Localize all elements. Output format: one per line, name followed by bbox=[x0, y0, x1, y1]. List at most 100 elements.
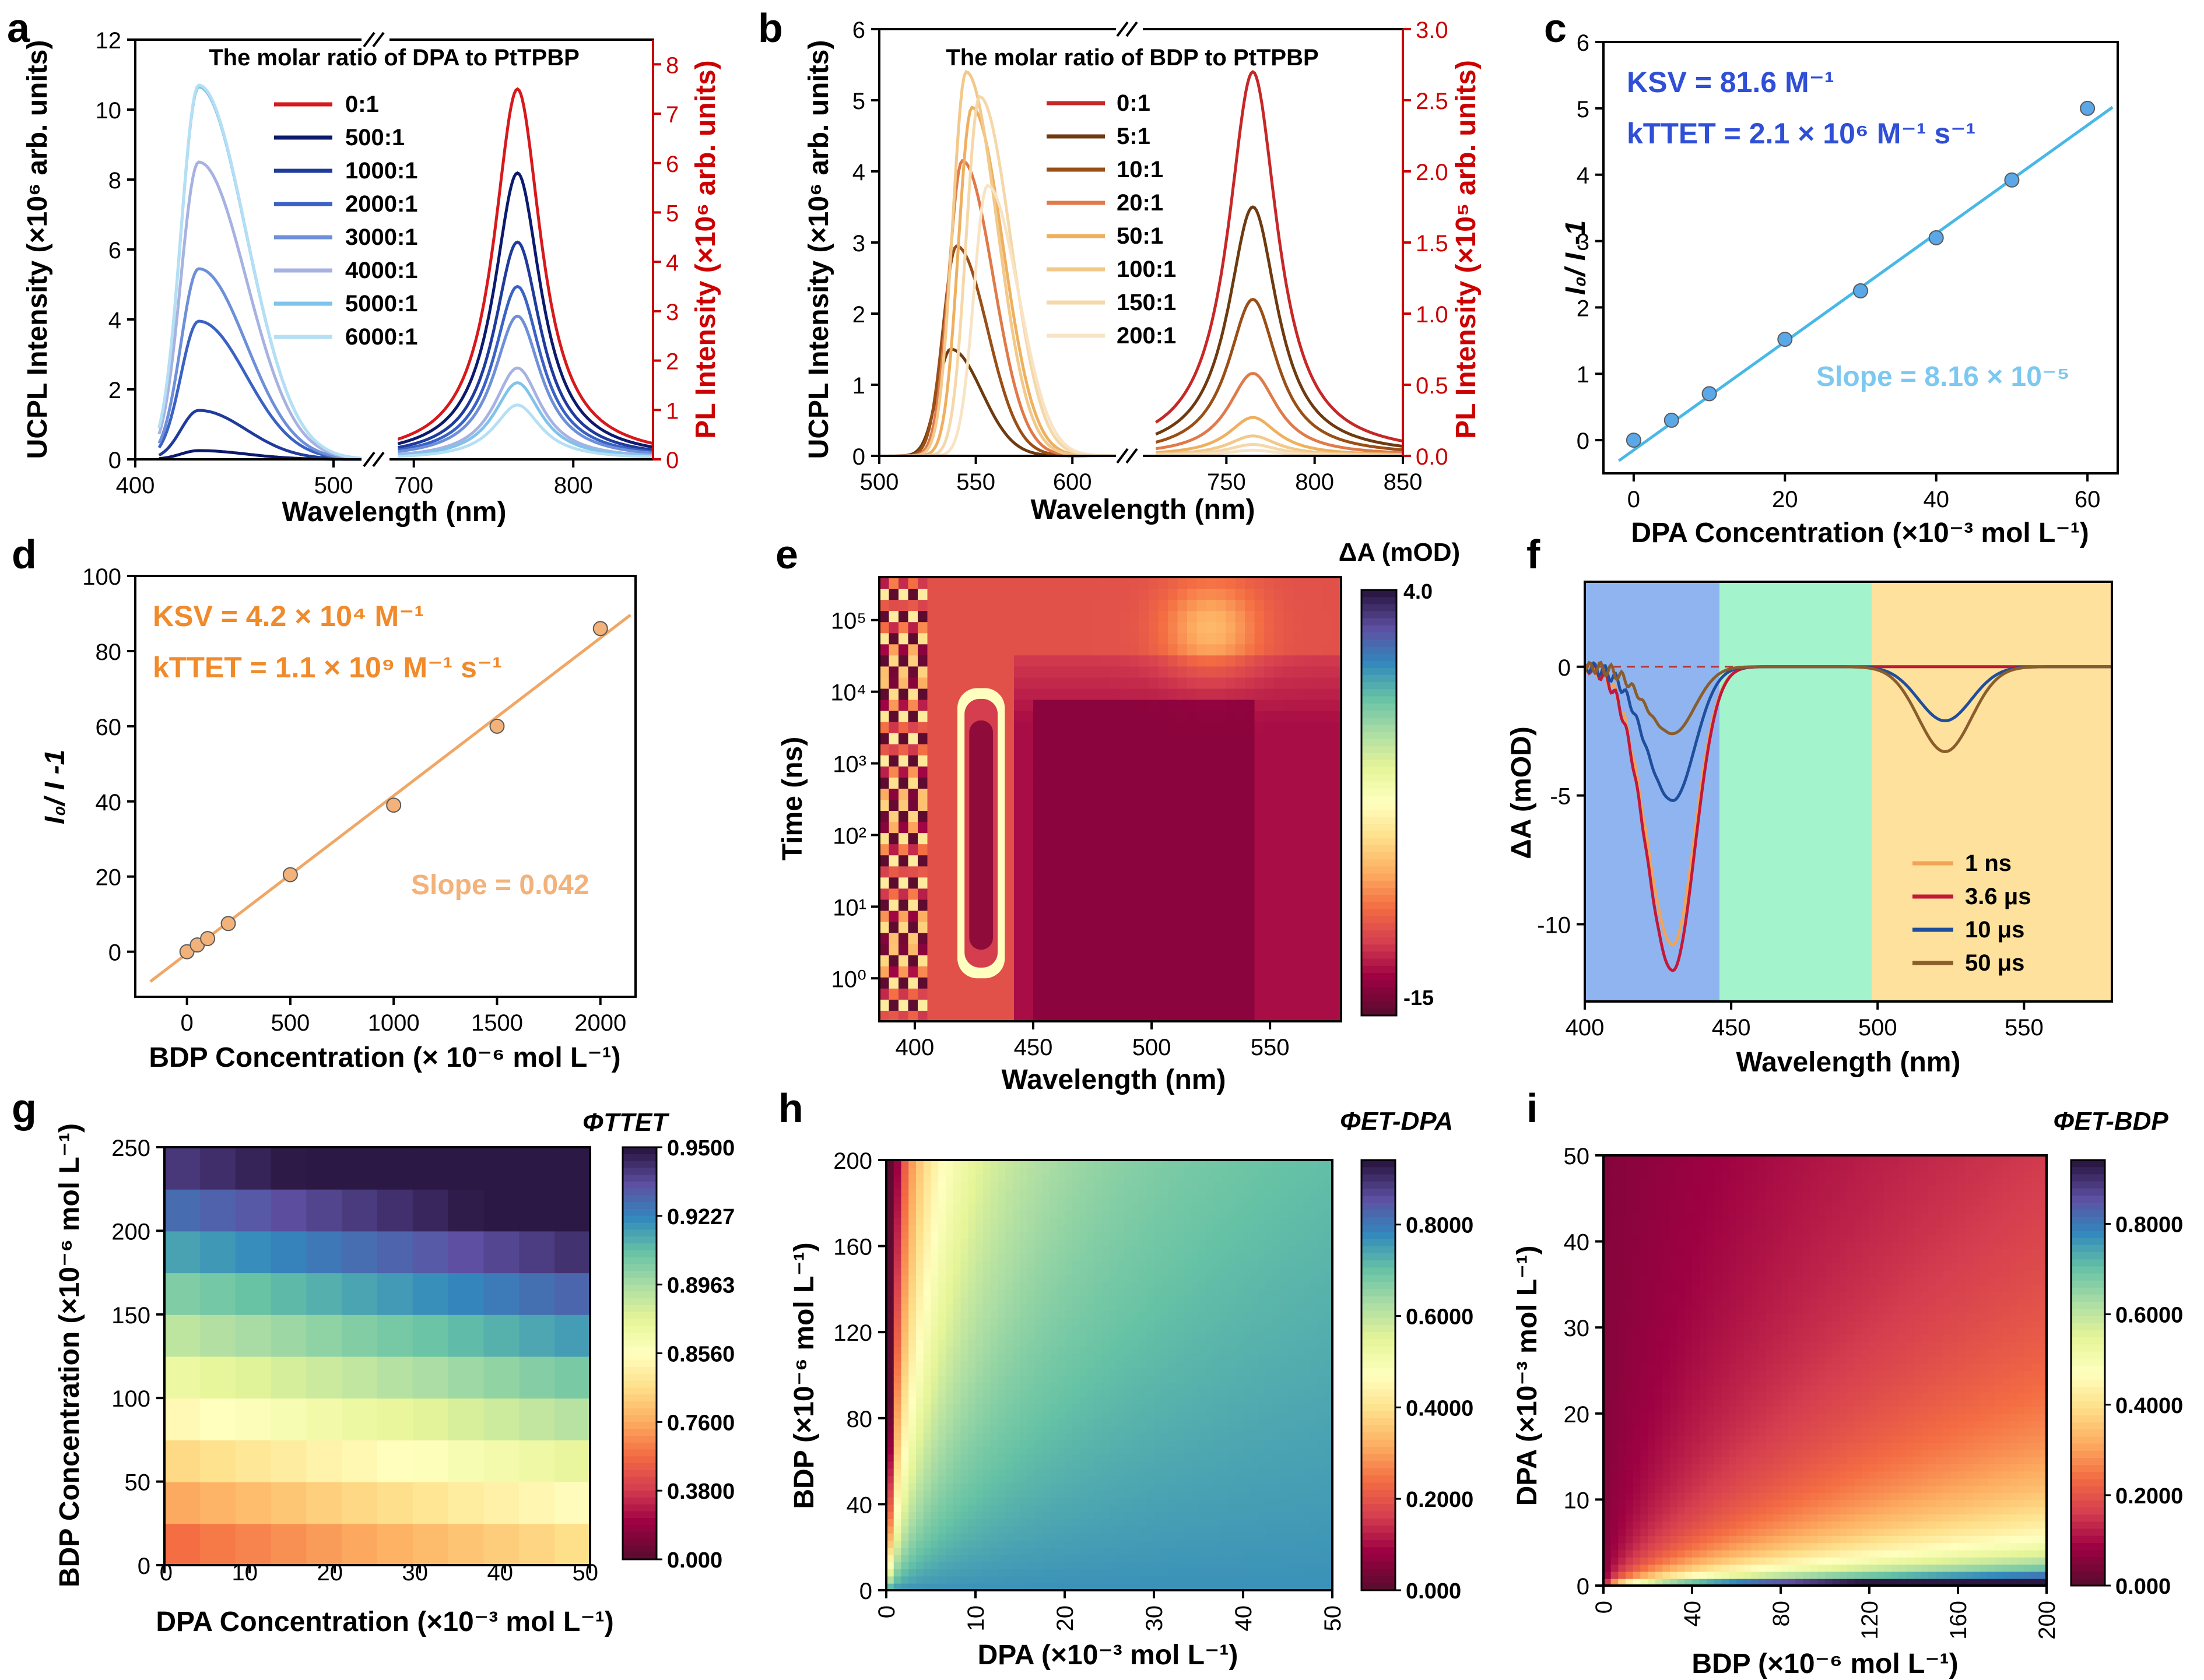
heatmap-cell bbox=[968, 1267, 976, 1275]
heatmap-cell bbox=[938, 1461, 946, 1469]
colorbar-step bbox=[1361, 774, 1396, 782]
heatmap-cell bbox=[901, 1282, 910, 1290]
heatmap-cell bbox=[1101, 1296, 1110, 1304]
heatmap-cell bbox=[1014, 910, 1024, 922]
colorbar-step bbox=[623, 1271, 657, 1278]
heatmap-cell bbox=[946, 1540, 954, 1548]
heatmap-cell bbox=[908, 1368, 917, 1376]
heatmap-cell bbox=[1065, 1461, 1073, 1469]
heatmap-cell bbox=[889, 1010, 899, 1022]
heatmap-cell bbox=[927, 765, 938, 778]
heatmap-cell bbox=[1139, 1511, 1147, 1519]
legend-label: 20:1 bbox=[1117, 190, 1163, 216]
heatmap-cell bbox=[886, 1346, 894, 1355]
heatmap-cell bbox=[1235, 666, 1245, 678]
heatmap-cell bbox=[931, 1289, 939, 1297]
heatmap-cell bbox=[1322, 799, 1332, 811]
heatmap-cell bbox=[893, 1447, 902, 1455]
colorbar-step bbox=[623, 1236, 657, 1244]
heatmap-cell bbox=[1139, 1339, 1147, 1347]
heatmap-cell bbox=[1149, 710, 1159, 722]
heatmap-cell bbox=[990, 1253, 999, 1261]
heatmap-cell bbox=[1139, 866, 1149, 878]
heatmap-cell bbox=[1139, 810, 1149, 823]
heatmap-cell bbox=[1042, 1296, 1051, 1304]
heatmap-cell bbox=[1154, 1447, 1162, 1455]
heatmap-cell bbox=[1235, 932, 1245, 944]
heatmap-cell bbox=[946, 877, 957, 889]
colorbar-step bbox=[623, 1305, 657, 1313]
heatmap-cell bbox=[908, 1475, 917, 1484]
heatmap-cell bbox=[1264, 588, 1275, 600]
heatmap-cell bbox=[938, 1554, 946, 1562]
heatmap-cell bbox=[998, 1253, 1006, 1261]
heatmap-cell bbox=[1072, 1482, 1080, 1491]
heatmap-cell bbox=[1033, 987, 1044, 1000]
heatmap-cell bbox=[1226, 821, 1236, 834]
heatmap-cell bbox=[1079, 1260, 1088, 1268]
heatmap-cell bbox=[1146, 1189, 1154, 1197]
heatmap-cell bbox=[1154, 1569, 1162, 1577]
heatmap-cell bbox=[1072, 1289, 1080, 1297]
heatmap-cell bbox=[1023, 954, 1034, 966]
heatmap-cell bbox=[953, 1468, 961, 1477]
heatmap-cell bbox=[1216, 743, 1226, 755]
heatmap-cell bbox=[1303, 965, 1313, 978]
heatmap-cell bbox=[1101, 1267, 1110, 1275]
heatmap-cell bbox=[1312, 987, 1322, 1000]
y-tick-label: 3 bbox=[1577, 230, 1589, 255]
heatmap-cell bbox=[1168, 1368, 1177, 1376]
heatmap-cell bbox=[1005, 1454, 1013, 1462]
heatmap-cell bbox=[1033, 677, 1044, 689]
x-tick-label: 600 bbox=[1053, 469, 1092, 495]
heatmap-cell bbox=[1168, 987, 1178, 1000]
heatmap-cell bbox=[918, 855, 928, 867]
heatmap-cell bbox=[1168, 976, 1178, 989]
heatmap-cell bbox=[1161, 1511, 1170, 1519]
heatmap-cell bbox=[1139, 1432, 1147, 1440]
heatmap-cell bbox=[1154, 1181, 1162, 1190]
heatmap-cell bbox=[908, 1533, 917, 1541]
heatmap-cell bbox=[1206, 732, 1217, 744]
heatmap-cell bbox=[908, 1167, 917, 1175]
heatmap-cell bbox=[1184, 1489, 1192, 1498]
heatmap-cell bbox=[1094, 1232, 1103, 1240]
heatmap-cell bbox=[990, 1425, 999, 1433]
heatmap-cell bbox=[271, 1398, 307, 1440]
heatmap-cell bbox=[908, 1274, 917, 1283]
heatmap-cell bbox=[1014, 710, 1024, 722]
heatmap-cell bbox=[1322, 999, 1332, 1011]
heatmap-cell bbox=[937, 810, 947, 823]
colorbar-step bbox=[1361, 710, 1396, 718]
heatmap-cell bbox=[1079, 1511, 1088, 1519]
heatmap-cell bbox=[982, 1368, 991, 1376]
heatmap-cell bbox=[1139, 1404, 1147, 1412]
heatmap-cell bbox=[975, 1332, 984, 1340]
heatmap-cell bbox=[937, 610, 947, 623]
heatmap-cell bbox=[1235, 655, 1245, 667]
heatmap-cell bbox=[1312, 610, 1322, 623]
heatmap-cell bbox=[946, 1174, 954, 1182]
heatmap-cell bbox=[448, 1231, 485, 1274]
heatmap-cell bbox=[889, 688, 899, 700]
heatmap-cell bbox=[1273, 943, 1284, 955]
heatmap-cell bbox=[1005, 1482, 1013, 1491]
heatmap-cell bbox=[1062, 699, 1072, 711]
heatmap-cell bbox=[554, 1231, 591, 1274]
heatmap-cell bbox=[908, 699, 918, 711]
heatmap-cell bbox=[1072, 1576, 1080, 1584]
heatmap-cell bbox=[1303, 788, 1313, 800]
heatmap-cell bbox=[1146, 1203, 1154, 1211]
heatmap-cell bbox=[1154, 1174, 1162, 1182]
heatmap-cell bbox=[927, 954, 938, 966]
heatmap-cell bbox=[998, 1324, 1006, 1333]
heatmap-cell bbox=[1014, 1010, 1024, 1022]
heatmap-cell bbox=[908, 1303, 917, 1312]
colorbar-step bbox=[1361, 675, 1396, 683]
colorbar-step bbox=[623, 1319, 657, 1327]
heatmap-cell bbox=[916, 1354, 924, 1362]
heatmap-cell bbox=[1094, 1432, 1103, 1440]
heatmap-cell bbox=[1065, 1389, 1073, 1397]
heatmap-cell bbox=[937, 987, 947, 1000]
heatmap-cell bbox=[1206, 788, 1217, 800]
